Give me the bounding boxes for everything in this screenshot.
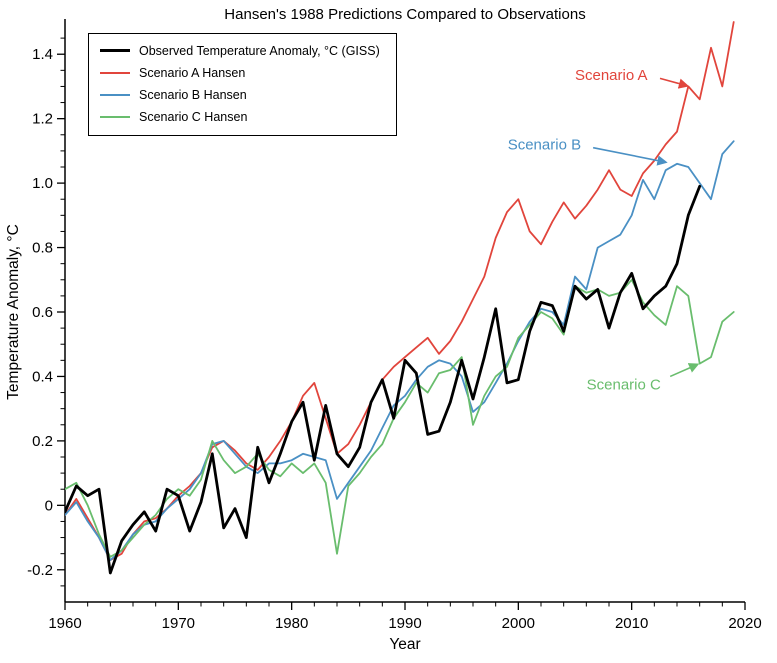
y-tick-label: 1.2 — [32, 111, 53, 128]
annotation-arrow-scenario-b — [592, 146, 668, 166]
x-tick-label: 1980 — [275, 615, 308, 632]
x-tick-label: 2000 — [502, 615, 535, 632]
x-tick-label: 1960 — [48, 615, 81, 632]
legend-swatch-scenario-b — [100, 93, 130, 96]
legend-swatch-observed — [100, 49, 130, 52]
y-tick-label: 0.8 — [32, 240, 53, 257]
y-tick-label: 1.0 — [32, 175, 53, 192]
legend-label-scenario-b: Scenario B Hansen — [139, 87, 247, 102]
annotation-arrow-scenario-c — [669, 363, 700, 378]
legend-item-scenario-c: Scenario C Hansen — [100, 108, 380, 125]
y-tick-label: -0.2 — [27, 562, 53, 579]
legend-item-scenario-a: Scenario A Hansen — [100, 64, 380, 81]
annotation-scenario-a: Scenario A — [575, 67, 648, 84]
legend-swatch-scenario-c — [100, 115, 130, 118]
legend-item-observed: Observed Temperature Anomaly, °C (GISS) — [100, 42, 380, 59]
y-axis-label: Temperature Anomaly, °C — [5, 224, 22, 400]
legend-label-scenario-c: Scenario C Hansen — [139, 109, 248, 124]
x-tick-label: 1970 — [162, 615, 195, 632]
legend: Observed Temperature Anomaly, °C (GISS) … — [88, 33, 397, 136]
annotation-scenario-c: Scenario C — [587, 377, 661, 394]
y-tick-label: 0.6 — [32, 304, 53, 321]
legend-label-scenario-a: Scenario A Hansen — [139, 65, 246, 80]
x-tick-label: 1990 — [388, 615, 421, 632]
annotation-scenario-b: Scenario B — [508, 136, 581, 153]
y-tick-label: 0.2 — [32, 433, 53, 450]
y-tick-label: 0.4 — [32, 368, 53, 385]
y-tick-label: 0 — [45, 497, 53, 514]
series-line-scenario-c — [65, 278, 735, 558]
legend-item-scenario-b: Scenario B Hansen — [100, 86, 380, 103]
series-line-scenario-a — [65, 21, 735, 561]
series-line-scenario-b — [65, 140, 735, 561]
chart-title: Hansen's 1988 Predictions Compared to Ob… — [224, 6, 586, 23]
legend-label-observed: Observed Temperature Anomaly, °C (GISS) — [139, 43, 380, 58]
annotation-arrow-scenario-a — [659, 77, 690, 89]
y-tick-label: 1.4 — [32, 46, 53, 63]
x-axis-label: Year — [389, 636, 421, 653]
x-tick-label: 2010 — [615, 615, 648, 632]
x-tick-label: 2020 — [728, 615, 761, 632]
legend-swatch-scenario-a — [100, 71, 130, 74]
series-line-observed — [65, 184, 702, 575]
